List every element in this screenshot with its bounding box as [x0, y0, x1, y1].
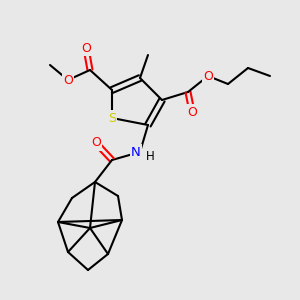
- Text: S: S: [108, 112, 116, 124]
- Text: O: O: [81, 41, 91, 55]
- Text: N: N: [131, 146, 141, 158]
- Text: O: O: [203, 70, 213, 83]
- Text: H: H: [146, 149, 154, 163]
- Text: O: O: [91, 136, 101, 149]
- Text: O: O: [63, 74, 73, 86]
- Text: O: O: [187, 106, 197, 118]
